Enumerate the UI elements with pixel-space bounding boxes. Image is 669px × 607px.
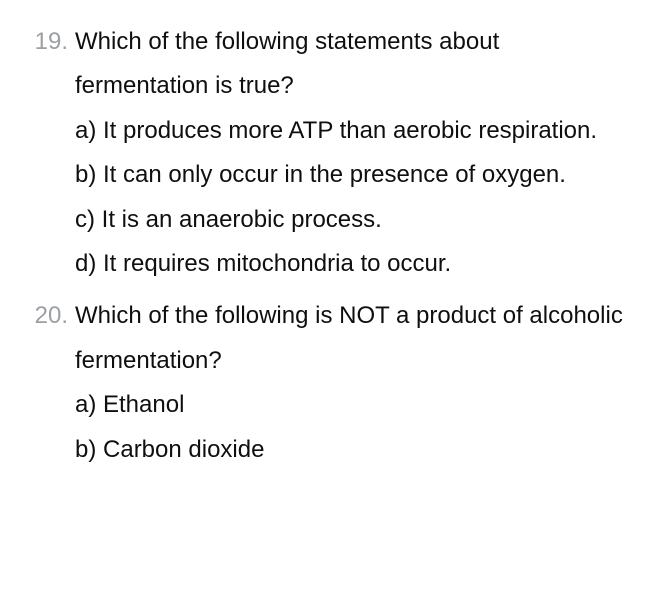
question-item: Which of the following is NOT a product …	[20, 294, 639, 472]
question-prompt: Which of the following is NOT a product …	[75, 294, 639, 383]
question-option: a) It produces more ATP than aerobic res…	[75, 109, 639, 153]
question-option: c) It is an anaerobic process.	[75, 198, 639, 242]
question-prompt: Which of the following statements about …	[75, 20, 639, 109]
document-content: Which of the following statements about …	[0, 0, 669, 500]
question-item: Which of the following statements about …	[20, 20, 639, 286]
question-option: a) Ethanol	[75, 383, 639, 427]
question-list: Which of the following statements about …	[20, 20, 639, 472]
question-option: d) It requires mitochondria to occur.	[75, 242, 639, 286]
question-option: b) Carbon dioxide	[75, 428, 639, 472]
question-option: b) It can only occur in the presence of …	[75, 153, 639, 197]
